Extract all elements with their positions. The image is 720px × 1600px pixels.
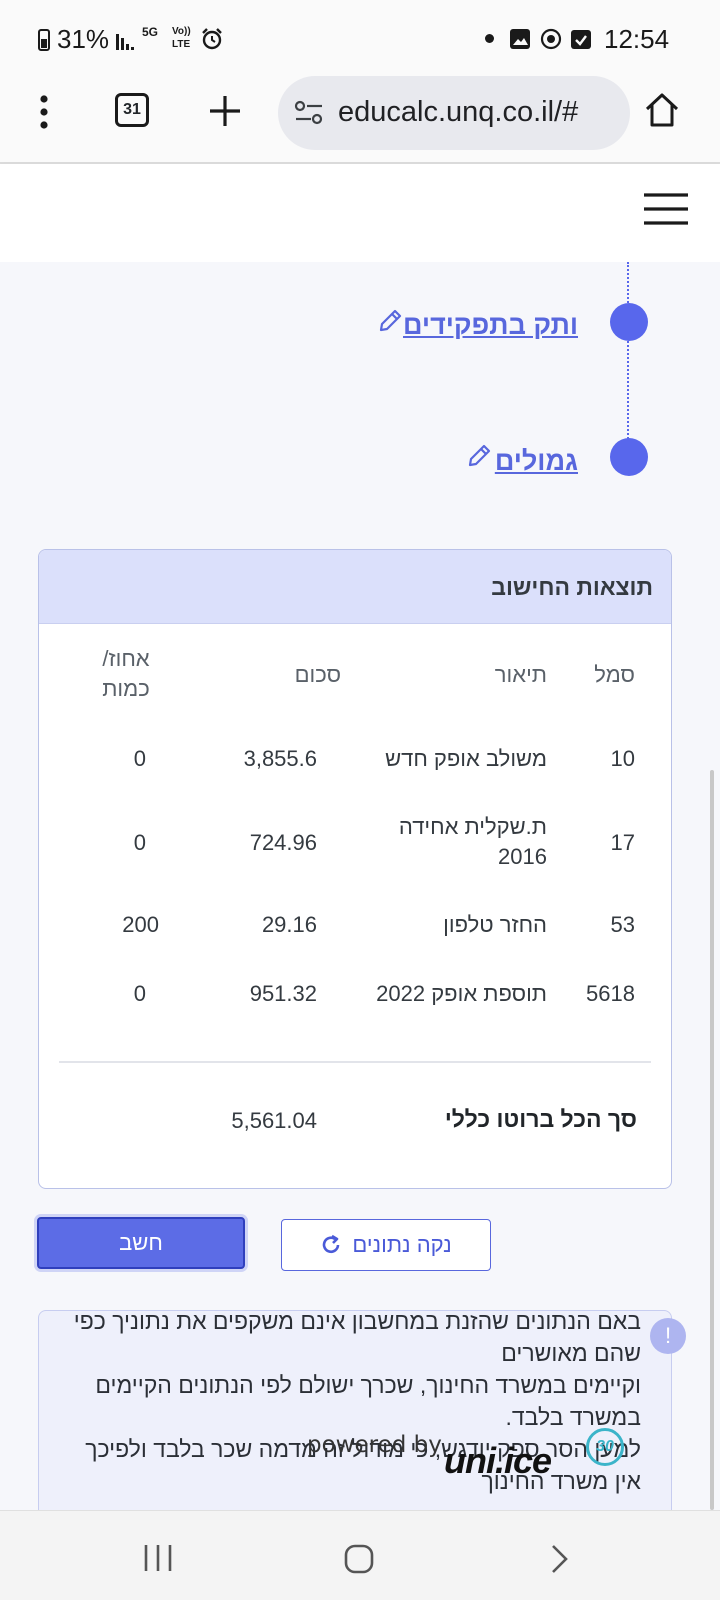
notice-line: במשרד בלבד. [505,1404,641,1430]
url-text[interactable]: educalc.unq.co.il/# [338,96,579,128]
table-cell-percent: 0 [133,981,146,1006]
volte-label: Vo)) [172,26,191,37]
table-cell-percent: 0 [133,830,146,855]
results-title: תוצאות החישוב [491,574,653,600]
table-cell-description: משולב אופק חדש [385,746,547,771]
notice-card: באם הנתונים שהזנת במחשבון אינם משקפים את… [38,1308,672,1510]
refresh-icon [322,1234,340,1254]
clock-time: 12:54 [604,24,670,54]
table-cell-description: החזר טלפון [443,912,547,937]
tabs-count-button[interactable]: 31 [115,93,149,127]
column-header-description: תיאור [494,662,547,687]
clear-data-label: נקה נתונים [352,1232,452,1257]
battery-icon [38,29,50,51]
column-header-percent: אחוז/ כמות [102,646,150,701]
results-card-header: תוצאות החישוב [39,550,671,624]
hamburger-menu-icon[interactable] [642,192,690,226]
system-navigation-bar [0,1510,720,1600]
timeline-dot [610,438,648,476]
column-header-amount: סכום [294,662,341,687]
recent-apps-icon[interactable] [143,1543,173,1573]
signal-icon [116,34,134,50]
step-link-seniority[interactable]: ותק בתפקידים [403,310,578,340]
site-header [0,164,720,262]
table-cell-amount: 951.32 [249,981,317,1006]
brand-anniversary-badge: 30 [586,1428,624,1466]
table-cell-code: 53 [610,912,635,937]
calendar-icon [571,30,591,49]
alarm-icon [202,28,222,50]
timeline-dot [610,303,648,341]
table-cell-percent: 200 [122,912,159,937]
powered-by-label: powered by [307,1432,442,1458]
page-content: ותק בתפקידים גמולים תוצאות החישוב סמל תי… [0,262,720,1510]
notice-line: באם הנתונים שהזנת במחשבון אינם משקפים את… [73,1308,641,1334]
focus-icon [540,28,562,50]
table-cell-description: ת.שקלית אחידה 2016 [398,814,547,869]
kebab-menu-icon[interactable] [38,94,50,130]
new-tab-plus-icon[interactable] [208,94,242,128]
table-cell-percent: 0 [133,746,146,771]
network-5g-label: 5G [142,25,159,39]
total-amount: 5,561.04 [231,1108,317,1133]
notice-line: למען הסר ספק יודגש, כי מודול זה מדמה שכר… [85,1436,641,1462]
brand-logo: uni.ice [444,1440,552,1481]
clear-data-button[interactable]: נקה נתונים [281,1219,491,1271]
browser-toolbar: 31 educalc.unq.co.il/# [0,76,720,164]
step-link-allowances[interactable]: גמולים [494,446,578,476]
lte-label: LTE [172,39,191,50]
table-cell-amount: 724.96 [249,830,317,855]
info-badge-icon: ! [650,1318,686,1354]
pencil-edit-icon[interactable] [377,308,403,334]
notice-line: אין משרד החינוך [481,1468,641,1494]
battery-percent: 31% [57,24,110,54]
results-card: תוצאות החישוב סמל תיאור סכום אחוז/ כמות … [38,549,672,1189]
image-icon [510,29,530,49]
table-cell-code: 5618 [586,981,635,1006]
notice-line: שהם מאושרים [501,1340,641,1366]
table-cell-code: 10 [610,746,635,771]
timeline-line [627,262,629,462]
back-chevron-icon[interactable] [548,1543,572,1575]
total-label: סך הכל ברוטו כללי [444,1106,637,1132]
notice-text: באם הנתונים שהזנת במחשבון אינם משקפים את… [71,1305,641,1497]
table-cell-amount: 3,855.6 [243,746,317,771]
home-icon[interactable] [644,92,680,128]
home-nav-icon[interactable] [343,1543,375,1575]
status-bar: 31% 5G Vo)) LTE 12:54 [0,0,720,76]
scrollbar-thumb[interactable] [710,770,714,1510]
address-bar[interactable]: educalc.unq.co.il/# [278,76,630,150]
total-divider [59,1061,651,1063]
pencil-edit-icon[interactable] [466,443,492,469]
column-header-code: סמל [594,662,635,687]
table-cell-amount: 29.16 [261,912,317,937]
table-cell-description: תוספת אופק 2022 [376,981,547,1006]
table-cell-code: 17 [610,830,635,855]
notice-line: וקיימים במשרד החינוך, שכרך ישולם לפי הנת… [95,1372,641,1398]
site-settings-icon[interactable] [294,98,324,128]
notification-dot-icon [485,34,494,43]
calculate-button[interactable]: חשב [37,1217,245,1269]
